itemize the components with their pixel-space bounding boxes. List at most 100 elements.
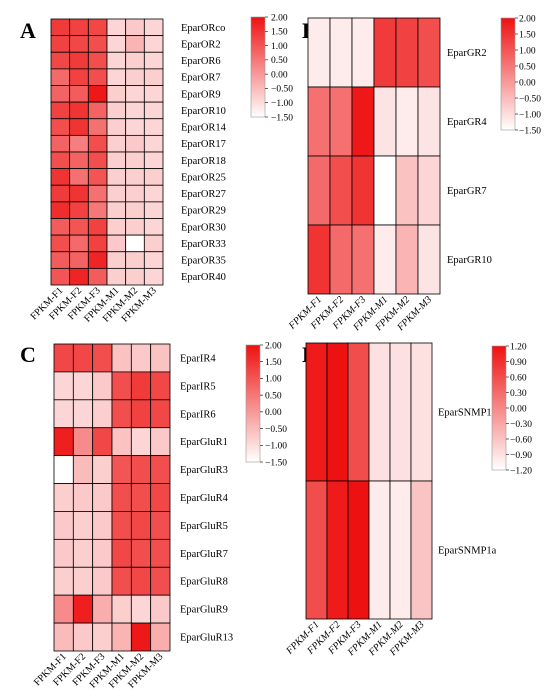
row-label: EparOR29 (181, 206, 226, 217)
heatmap-cell (106, 134, 127, 153)
heatmap-cell (92, 371, 113, 401)
heatmap-cell (72, 371, 94, 401)
heatmap-cell (130, 511, 152, 540)
heatmap-cell (87, 251, 108, 269)
heatmap-cell (368, 480, 391, 620)
heatmap-cell (87, 201, 108, 219)
heatmap-cell (143, 251, 164, 269)
heatmap-cell (87, 85, 108, 103)
heatmap-cell (417, 17, 441, 88)
heatmap-cell (351, 17, 375, 88)
heatmap-cell (125, 267, 145, 286)
heatmap-cell (87, 234, 108, 253)
heatmap-cell (130, 566, 152, 596)
heatmap-cell (69, 218, 89, 236)
heatmap-cell (143, 201, 164, 219)
color-scale-label: −0.90 (510, 451, 532, 461)
heatmap-cell (50, 168, 71, 186)
heatmap-cell (50, 218, 71, 236)
heatmap-cell (326, 342, 349, 482)
heatmap-cell (373, 17, 397, 88)
color-scale-label: −0.50 (265, 425, 287, 435)
heatmap-cell (307, 224, 331, 295)
heatmap-cell (130, 538, 152, 568)
heatmap-cell (143, 68, 164, 86)
heatmap-cell (326, 480, 349, 620)
heatmap-cell (373, 224, 397, 295)
color-scale-label: −1.20 (510, 466, 532, 476)
heatmap-cell (130, 483, 152, 512)
heatmap-cell (417, 155, 441, 226)
heatmap-cell (111, 538, 132, 568)
heatmap-cell (106, 168, 127, 186)
heatmap-cell (111, 455, 132, 484)
heatmap-cell (150, 511, 171, 540)
heatmap-cell (72, 343, 94, 373)
row-label: EparGR4 (447, 117, 487, 128)
row-label: EparGluR1 (180, 437, 228, 448)
heatmap-cell (106, 251, 127, 269)
heatmap-cell (373, 86, 397, 157)
color-scale-label: −1.00 (271, 99, 293, 109)
heatmap-cell (125, 234, 145, 253)
heatmap-cell (50, 234, 71, 253)
heatmap-cell (53, 483, 74, 512)
color-scale-label: 0.50 (271, 56, 288, 66)
row-label: EparGluR9 (180, 605, 228, 616)
heatmap-cell (395, 86, 419, 157)
heatmap-cell (87, 51, 108, 70)
row-label: EparGluR4 (180, 493, 229, 504)
heatmap-cell (53, 566, 74, 596)
heatmap-cell (69, 168, 89, 186)
heatmap-cell (92, 427, 113, 457)
row-label: EparIR6 (180, 409, 216, 420)
heatmap-cell (111, 594, 132, 624)
heatmap-cell (50, 267, 71, 286)
heatmap-cell (50, 101, 71, 120)
heatmap-cell (72, 399, 94, 429)
heatmap-cell (72, 566, 94, 596)
heatmap-cell (351, 224, 375, 295)
heatmap-cell (417, 224, 441, 295)
heatmap-cell (69, 68, 89, 86)
heatmap-cell (389, 480, 412, 620)
heatmap-cell (143, 118, 164, 136)
heatmap-cell (111, 566, 132, 596)
heatmap-cell (53, 622, 74, 652)
heatmap-cell (106, 68, 127, 86)
color-scale-label: 2.00 (519, 14, 536, 24)
heatmap-cell (111, 427, 132, 457)
heatmap-cell (50, 184, 71, 203)
heatmap-cell (50, 35, 71, 53)
color-scale-label: −1.00 (265, 442, 287, 452)
heatmap-cell (143, 51, 164, 70)
color-scale-label: 0.90 (510, 358, 527, 368)
row-label: EparORco (181, 23, 225, 34)
color-scale-label: 1.50 (519, 30, 536, 40)
heatmap-cell (87, 168, 108, 186)
color-scale-label: 0.60 (510, 373, 527, 383)
heatmap-cell (106, 51, 127, 70)
color-scale-label: 0.00 (265, 408, 282, 418)
heatmap-cell (305, 342, 328, 482)
heatmap-cell (69, 151, 89, 170)
row-label: EparOR18 (181, 156, 226, 167)
color-scale-label: 0.50 (519, 62, 536, 72)
heatmap-cell (106, 35, 127, 53)
row-label: EparGR10 (447, 255, 492, 266)
row-label: EparOR40 (181, 272, 226, 283)
heatmap-cell (53, 511, 74, 540)
heatmap-cell (106, 101, 127, 120)
heatmap-cell (329, 155, 353, 226)
heatmap-cell (50, 18, 71, 37)
heatmap-cell (50, 68, 71, 86)
heatmap-cell (125, 118, 145, 136)
heatmap-cell (53, 455, 74, 484)
color-scale-label: 0.30 (510, 389, 527, 399)
heatmap-cell (329, 224, 353, 295)
heatmap-cell (72, 511, 94, 540)
heatmap-cell (130, 343, 152, 373)
heatmap-cell (87, 118, 108, 136)
heatmap-cell (106, 184, 127, 203)
row-label: EparGluR13 (180, 633, 233, 644)
